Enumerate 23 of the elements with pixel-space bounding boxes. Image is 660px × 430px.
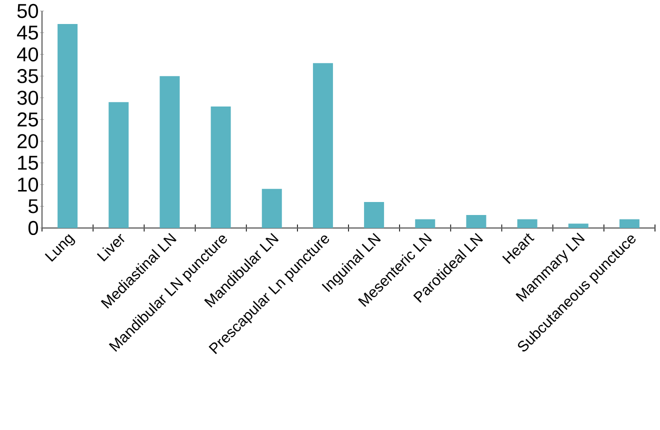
y-tick-label: 50 xyxy=(17,4,38,18)
bar xyxy=(262,188,282,228)
bar xyxy=(160,76,180,228)
bar xyxy=(517,219,538,228)
bar xyxy=(108,102,129,228)
bar xyxy=(466,214,486,228)
y-tick-label: 10 xyxy=(18,178,38,192)
y-tick-label: 20 xyxy=(18,134,38,148)
y-tick-label: 30 xyxy=(17,90,38,105)
bar xyxy=(210,106,231,228)
y-tick-label: 25 xyxy=(18,112,38,127)
bar xyxy=(364,202,384,228)
y-tick-label: 15 xyxy=(18,156,38,170)
y-tick-label: 40 xyxy=(17,47,38,62)
y-tick-label: 5 xyxy=(28,199,38,214)
bar xyxy=(58,24,78,228)
y-tick-label: 0 xyxy=(28,220,38,236)
bar xyxy=(619,219,640,228)
bar xyxy=(568,224,588,228)
bar xyxy=(415,219,436,228)
bar xyxy=(312,63,333,228)
y-tick-label: 45 xyxy=(17,26,38,40)
y-tick-label: 35 xyxy=(17,69,38,84)
